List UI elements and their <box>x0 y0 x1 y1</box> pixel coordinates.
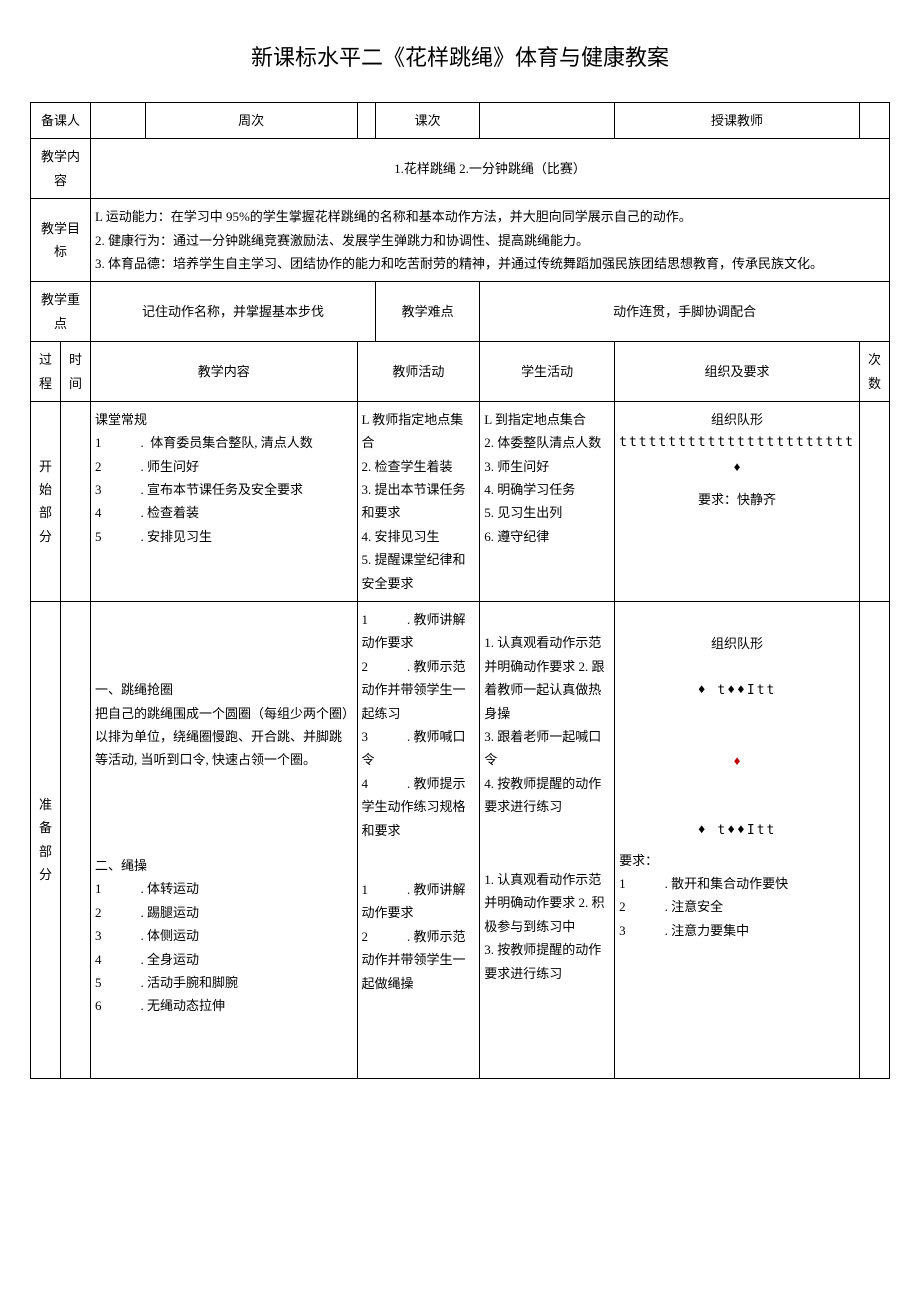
week-label: 周次 <box>145 103 357 139</box>
prep-req-label: 要求： <box>619 849 855 872</box>
prep-teaching-content-1: 一、跳绳抢圈 把自己的跳绳围成一个圆圈（每组少两个圈）以排为单位，绕绳圈慢跑、开… <box>91 602 358 848</box>
prep-time <box>61 602 91 1079</box>
col-process: 过程 <box>31 342 61 402</box>
start-teaching-content: 课堂常规 1 . 体育委员集合整队, 清点人数 2 . 师生问好 3 . 宣布本… <box>91 401 358 601</box>
start-teacher-activity: L 教师指定地点集合 2. 检查学生着装 3. 提出本节课任务和要求 4. 安排… <box>357 401 480 601</box>
preparer-label: 备课人 <box>31 103 91 139</box>
prep-student-activity-1: 1. 认真观看动作示范并明确动作要求 2. 跟着教师一起认真做热身操 3. 跟着… <box>480 602 615 848</box>
teacher-label: 授课教师 <box>615 103 860 139</box>
objectives-row: 教学目标 L 运动能力：在学习中 95%的学生掌握花样跳绳的名称和基本动作方法，… <box>31 199 890 282</box>
header-row: 备课人 周次 课次 授课教师 <box>31 103 890 139</box>
prep-teacher-activity-2: 1 . 教师讲解动作要求 2 . 教师示范动作并带领学生一起做绳操 <box>357 848 480 1078</box>
prep-count <box>860 602 890 1079</box>
week-value <box>357 103 376 139</box>
start-label: 开始部分 <box>31 401 61 601</box>
session-value <box>480 103 615 139</box>
objectives-value: L 运动能力：在学习中 95%的学生掌握花样跳绳的名称和基本动作方法，并大胆向同… <box>91 199 890 282</box>
col-organization: 组织及要求 <box>615 342 860 402</box>
start-student-activity: L 到指定地点集合 2. 体委整队清点人数 3. 师生问好 4. 明确学习任务 … <box>480 401 615 601</box>
prep-formation-row-3: ♦ t♦♦Itt <box>619 819 855 842</box>
focus-row: 教学重点 记住动作名称，并掌握基本步伐 教学难点 动作连贯，手脚协调配合 <box>31 282 890 342</box>
col-count: 次数 <box>860 342 890 402</box>
session-label: 课次 <box>376 103 480 139</box>
content-label: 教学内容 <box>31 139 91 199</box>
objectives-label: 教学目标 <box>31 199 91 282</box>
prep-organization: 组织队形 ♦ t♦♦Itt ♦ ♦ t♦♦Itt 要求： 1 . 散开和集合动作… <box>615 602 860 1079</box>
start-organization: 组织队形 tttttttttttttttttttttttt ♦ 要求：快静齐 <box>615 401 860 601</box>
prep-student-activity-2: 1. 认真观看动作示范并明确动作要求 2. 积极参与到练习中 3. 按教师提醒的… <box>480 848 615 1078</box>
start-req: 要求：快静齐 <box>619 488 855 511</box>
formation-title: 组织队形 <box>619 408 855 431</box>
page-title: 新课标水平二《花样跳绳》体育与健康教案 <box>30 40 890 72</box>
start-count <box>860 401 890 601</box>
prep-teaching-content-2: 二、绳操 1 . 体转运动 2 . 踢腿运动 3 . 体侧运动 4 . 全身运动… <box>91 848 358 1078</box>
start-section-row: 开始部分 课堂常规 1 . 体育委员集合整队, 清点人数 2 . 师生问好 3 … <box>31 401 890 601</box>
content-value: 1.花样跳绳 2.一分钟跳绳（比赛） <box>91 139 890 199</box>
preparer-value <box>91 103 146 139</box>
col-student-activity: 学生活动 <box>480 342 615 402</box>
prep-label: 准备部分 <box>31 602 61 1079</box>
red-diamond-icon: ♦ <box>734 753 741 768</box>
formation-row-1: tttttttttttttttttttttttt <box>619 431 855 454</box>
section-header-row: 过程 时间 教学内容 教师活动 学生活动 组织及要求 次数 <box>31 342 890 402</box>
prep-teacher-activity-1: 1 . 教师讲解动作要求 2 . 教师示范动作并带领学生一起练习 3 . 教师喊… <box>357 602 480 848</box>
focus-label: 教学重点 <box>31 282 91 342</box>
formation-row-2: ♦ <box>619 455 855 478</box>
prep-formation-row-1: ♦ t♦♦Itt <box>619 679 855 702</box>
prep-formation-title: 组织队形 <box>619 632 855 655</box>
difficulty-value: 动作连贯，手脚协调配合 <box>480 282 890 342</box>
prep-req-items: 1 . 散开和集合动作要快 2 . 注意安全 3 . 注意力要集中 <box>619 872 855 942</box>
lesson-plan-table: 备课人 周次 课次 授课教师 教学内容 1.花样跳绳 2.一分钟跳绳（比赛） 教… <box>30 102 890 1079</box>
content-row: 教学内容 1.花样跳绳 2.一分钟跳绳（比赛） <box>31 139 890 199</box>
focus-value: 记住动作名称，并掌握基本步伐 <box>91 282 376 342</box>
prep-section-row: 准备部分 一、跳绳抢圈 把自己的跳绳围成一个圆圈（每组少两个圈）以排为单位，绕绳… <box>31 602 890 848</box>
col-teaching-content: 教学内容 <box>91 342 358 402</box>
col-time: 时间 <box>61 342 91 402</box>
difficulty-label: 教学难点 <box>376 282 480 342</box>
start-time <box>61 401 91 601</box>
col-teacher-activity: 教师活动 <box>357 342 480 402</box>
teacher-value <box>859 103 889 139</box>
